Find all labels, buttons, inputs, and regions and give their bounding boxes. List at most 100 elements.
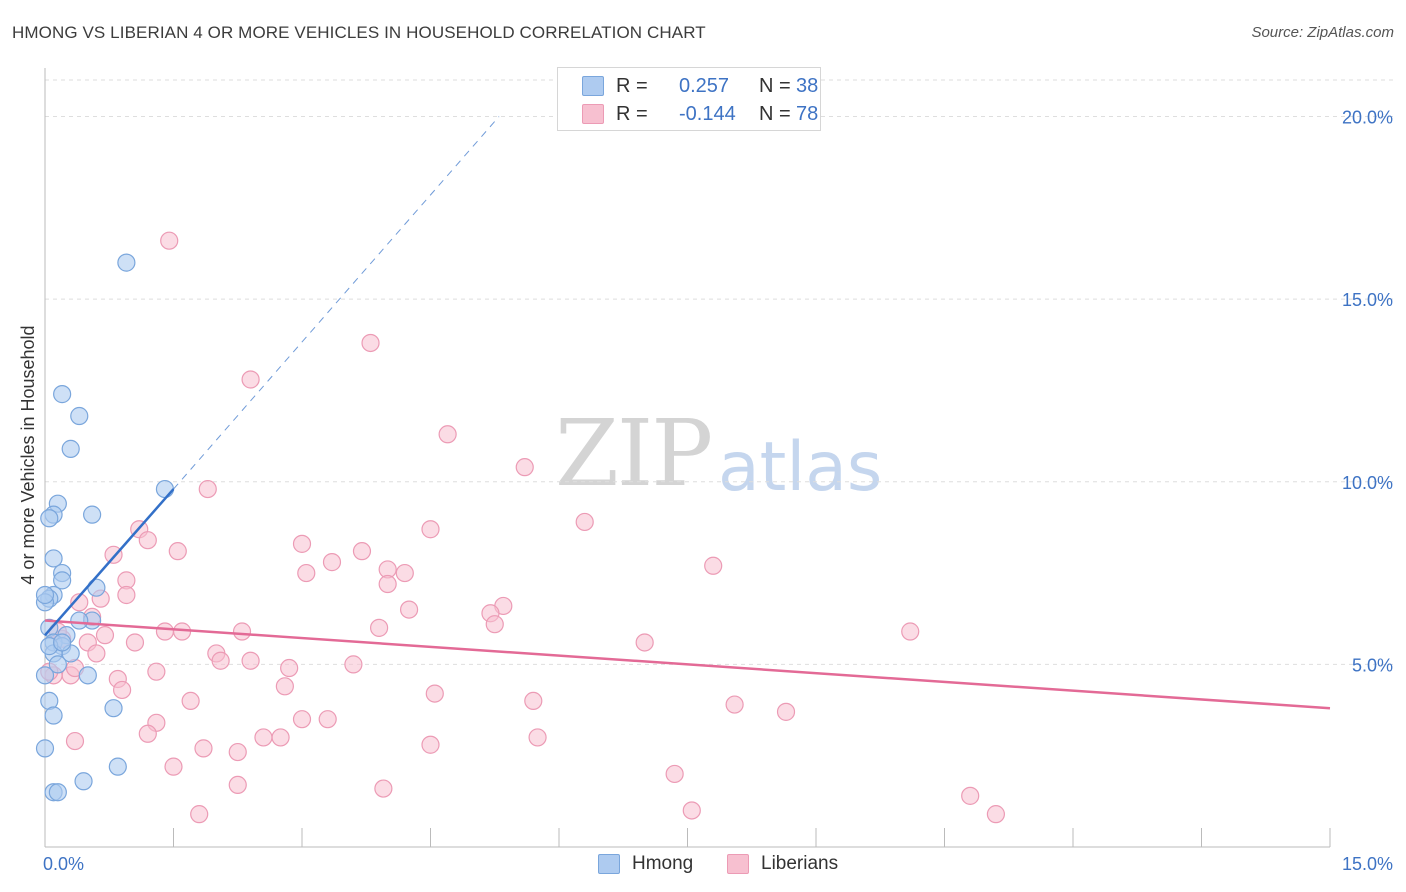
liberians-point [370, 618, 389, 637]
liberians-point [361, 333, 380, 353]
liberians-point [378, 574, 397, 594]
liberians-point [241, 370, 260, 389]
liberians-point [190, 805, 209, 824]
liberians-point [232, 622, 252, 641]
hmong-point [53, 571, 72, 590]
hmong-point [44, 549, 63, 568]
liberians-point [421, 735, 440, 754]
hmong-point [104, 699, 123, 718]
liberians-point [280, 658, 299, 678]
hmong-point [35, 585, 55, 605]
liberians-point [160, 231, 179, 250]
hmong-point [155, 479, 175, 499]
liberians-point [399, 600, 419, 619]
liberians-point [138, 531, 157, 550]
liberians-point [352, 542, 372, 561]
legend-label-liberians: Liberians [761, 853, 839, 874]
hmong-point [74, 772, 93, 791]
hmong-point [48, 655, 67, 674]
n-value: 38 [796, 74, 819, 97]
liberians-point [95, 626, 115, 645]
hmong-point [108, 757, 127, 776]
hmong-point [53, 633, 72, 652]
liberians-point [528, 728, 547, 747]
r-label: R = [616, 74, 648, 97]
liberians-trendline [44, 619, 1331, 710]
liberians-point [198, 479, 217, 499]
liberians-point [425, 684, 444, 703]
liberians-point [292, 534, 312, 553]
liberians-point [901, 622, 920, 641]
y-axis-label: 4 or more Vehicles in Household [18, 325, 38, 584]
liberians-point [194, 739, 213, 758]
liberians-point [275, 677, 294, 696]
liberians-point [986, 805, 1006, 824]
legend-label-hmong: Hmong [632, 853, 694, 874]
hmong-point [48, 783, 67, 802]
liberians-point [181, 691, 200, 711]
hmong-point [61, 439, 80, 458]
liberians-point [485, 615, 504, 634]
liberians-point [395, 563, 414, 583]
liberians-point [725, 695, 744, 714]
n-label: N = [759, 102, 791, 125]
legend-item-liberians[interactable]: Liberians [727, 852, 838, 876]
y-tick-label: 5.0% [1352, 655, 1393, 675]
r-value: -0.144 [679, 102, 736, 125]
hmong-point [53, 385, 72, 404]
liberians-point [575, 512, 594, 532]
liberians-point [318, 710, 337, 729]
source-credit: Source: ZipAtlas.com [1251, 24, 1394, 41]
liberians-point [421, 520, 440, 539]
hmong-swatch [582, 76, 604, 96]
liberians-point [87, 644, 106, 663]
liberians-point [682, 801, 701, 820]
chart-title: HMONG VS LIBERIAN 4 OR MORE VEHICLES IN … [12, 23, 706, 42]
liberians-point [65, 731, 85, 751]
legend-item-hmong[interactable]: Hmong [598, 852, 693, 876]
liberians-point [524, 691, 543, 711]
liberians-point [297, 563, 316, 583]
liberians-point [776, 702, 796, 721]
liberians-point [344, 655, 363, 674]
hmong-point [78, 666, 97, 685]
hmong-point [44, 706, 63, 725]
liberians-point [117, 585, 136, 605]
liberians-point [515, 458, 534, 477]
x-tick-label-min: 0.0% [43, 854, 84, 874]
n-label: N = [759, 74, 791, 97]
liberians-point [228, 775, 247, 795]
x-tick-label-max: 15.0% [1342, 854, 1393, 874]
liberians-point [292, 710, 312, 729]
y-tick-label: 10.0% [1342, 473, 1393, 493]
liberians-point [112, 680, 132, 700]
hmong-trendline-extension [173, 116, 500, 490]
y-tick-label: 15.0% [1342, 290, 1393, 310]
hmong-swatch [598, 854, 620, 874]
liberians-swatch [582, 104, 604, 124]
liberians-point [147, 662, 166, 681]
hmong-point [70, 406, 89, 426]
liberians-point [704, 556, 723, 575]
liberians-point [271, 728, 290, 747]
liberians-point [168, 542, 187, 561]
r-value: 0.257 [679, 74, 730, 97]
hmong-point [83, 505, 102, 524]
hmong-trendline [44, 488, 175, 636]
liberians-point [241, 651, 260, 670]
liberians-point [228, 742, 247, 762]
n-value: 78 [796, 102, 819, 125]
r-label: R = [616, 102, 648, 125]
liberians-point [125, 633, 145, 652]
liberians-point [665, 764, 684, 784]
hmong-point [40, 509, 59, 528]
correlation-legend: R = 0.257 N = 38 R = -0.144 N = 78 [557, 67, 821, 131]
liberians-point [211, 651, 230, 670]
liberians-swatch [727, 854, 749, 874]
hmong-point [70, 611, 89, 630]
hmong-point [35, 666, 55, 685]
liberians-point [635, 633, 654, 652]
liberians-point [70, 593, 89, 612]
liberians-point [164, 757, 183, 776]
